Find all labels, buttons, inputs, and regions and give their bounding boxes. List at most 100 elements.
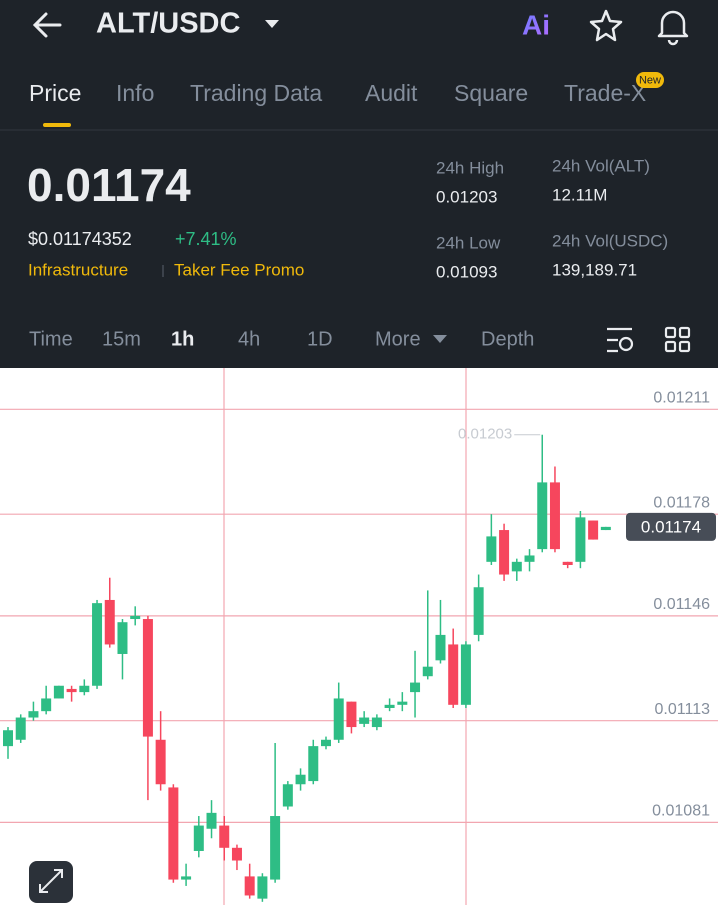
high-label: 0.01203 xyxy=(458,426,512,443)
candle-body xyxy=(104,599,115,645)
candle-body xyxy=(460,644,471,705)
candle-body xyxy=(219,825,230,848)
tab[interactable]: Price xyxy=(29,80,81,106)
tab[interactable]: Square xyxy=(454,80,528,106)
last-price-tag xyxy=(626,512,716,541)
notification-button[interactable] xyxy=(657,10,689,46)
pair-title[interactable]: ALT/USDC xyxy=(96,8,241,40)
candle-body xyxy=(53,685,64,699)
candle-body xyxy=(15,717,26,740)
candle-body xyxy=(142,619,153,737)
candle-body xyxy=(28,711,39,718)
interval[interactable]: More xyxy=(375,328,421,350)
candle-body xyxy=(397,701,408,705)
candle-body xyxy=(257,876,268,899)
interval[interactable]: Depth xyxy=(481,328,534,350)
y-tick-label: 0.01081 xyxy=(652,803,710,820)
candle-body xyxy=(359,717,370,724)
candlestick-chart: 0.01211 0.01178 0.01146 0.01113 0.01081 0.012… xyxy=(0,368,718,905)
candle-body xyxy=(155,739,166,785)
tag[interactable]: Infrastructure xyxy=(28,260,128,279)
candle-body xyxy=(524,555,535,562)
candle-body xyxy=(575,517,586,562)
last-price: 0.01174 xyxy=(27,159,191,211)
candle-body xyxy=(588,520,599,540)
y-tick-label: 0.01146 xyxy=(653,596,710,613)
interval[interactable]: Time xyxy=(29,328,73,350)
stat-value: 0.01093 xyxy=(436,262,497,281)
candle-body xyxy=(410,682,421,693)
pair-dropdown[interactable] xyxy=(265,20,279,28)
back-button[interactable] xyxy=(32,12,62,38)
new-badge-bg xyxy=(636,72,664,88)
candle-body xyxy=(435,634,446,661)
tab[interactable]: Info xyxy=(116,80,154,106)
candle-body xyxy=(193,825,204,851)
candle-body xyxy=(321,739,331,747)
candle-body xyxy=(562,561,573,566)
candle-body xyxy=(282,784,293,807)
candle-body xyxy=(549,482,560,550)
interval[interactable]: 1D xyxy=(307,328,333,350)
tab[interactable]: Audit xyxy=(365,80,418,106)
candle-body xyxy=(130,615,141,620)
candle-body xyxy=(270,816,281,880)
candle-body xyxy=(3,730,13,747)
stat-label: 24h Low xyxy=(436,233,501,252)
ai-button[interactable]: Ai xyxy=(522,9,550,40)
stat-value: 139,189.71 xyxy=(552,260,637,279)
candle-body xyxy=(511,561,522,572)
new-badge: New xyxy=(639,74,661,86)
y-tick-label: 0.01211 xyxy=(653,390,710,407)
fullscreen-button[interactable] xyxy=(29,861,73,903)
tab-indicator xyxy=(43,123,71,127)
y-tick-label: 0.01178 xyxy=(653,494,710,511)
candle-body xyxy=(473,587,484,635)
more-dropdown[interactable] xyxy=(433,335,447,343)
stat-label: 24h High xyxy=(436,158,504,177)
candle-body xyxy=(333,698,344,740)
stat-value: 0.01203 xyxy=(436,187,497,206)
candle-body xyxy=(244,876,255,896)
header-bg xyxy=(0,0,718,368)
candle-body xyxy=(308,746,319,782)
candle-body xyxy=(231,847,242,861)
candle-body xyxy=(168,787,179,880)
last-price-label: 0.01174 xyxy=(641,517,701,536)
price-change: +7.41% xyxy=(175,229,237,249)
tab[interactable]: Trading Data xyxy=(190,80,322,106)
candle-body xyxy=(422,666,433,677)
candle-body xyxy=(384,704,395,708)
layout-button[interactable] xyxy=(664,326,691,353)
candle-body xyxy=(346,701,357,728)
candle-body xyxy=(600,526,611,531)
candle-body xyxy=(117,622,128,654)
candle-body xyxy=(206,812,217,829)
candle-body xyxy=(66,688,77,693)
stat-value: 12.11M xyxy=(552,185,607,204)
tabs: Price Info Trading Data Audit Square Tra… xyxy=(29,80,646,106)
interval[interactable]: 15m xyxy=(102,328,141,350)
favorite-button[interactable] xyxy=(589,9,623,42)
candle-body xyxy=(371,717,382,728)
candle-body xyxy=(499,530,510,575)
candle-body xyxy=(486,536,497,562)
stat-label: 24h Vol(USDC) xyxy=(552,231,668,250)
candle-body xyxy=(537,482,548,550)
candle-body xyxy=(79,685,90,693)
usd-price: $0.01174352 xyxy=(28,229,132,249)
stat-label: 24h Vol(ALT) xyxy=(552,156,650,175)
y-tick-label: 0.01113 xyxy=(655,701,711,718)
tab[interactable]: Trade-X xyxy=(564,80,646,106)
interval[interactable]: 4h xyxy=(238,328,260,350)
tag[interactable]: Taker Fee Promo xyxy=(174,260,304,279)
candle-body xyxy=(41,698,52,712)
indicator-settings[interactable] xyxy=(607,327,634,353)
candle-body xyxy=(448,644,459,705)
candle-body xyxy=(295,774,306,785)
candle-body xyxy=(92,603,103,686)
candle-body xyxy=(181,876,192,880)
interval[interactable]: 1h xyxy=(171,328,194,350)
